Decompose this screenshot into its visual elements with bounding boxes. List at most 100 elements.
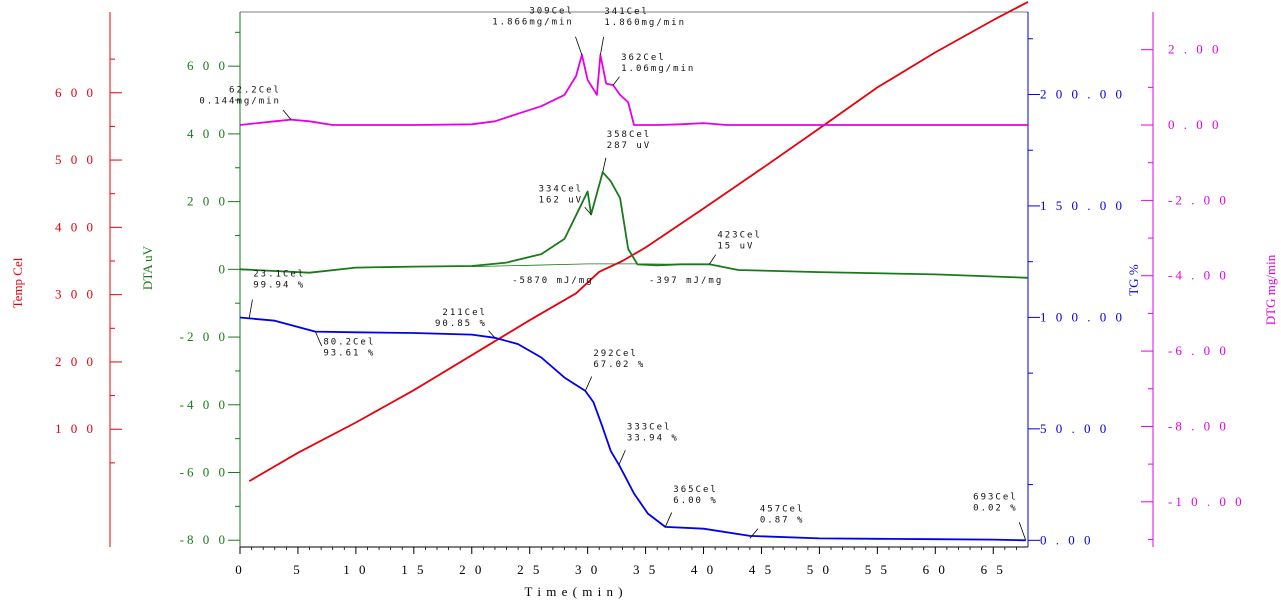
annotation-leader bbox=[282, 109, 292, 120]
annotation-text: 162 uV bbox=[539, 195, 584, 205]
dtg-tick-label: -4 . 0 0 bbox=[1168, 268, 1229, 283]
annotation-leader bbox=[612, 76, 620, 86]
tg-series-line bbox=[239, 316, 1026, 542]
dtg-tick-label: -1 0 . 0 0 bbox=[1168, 494, 1245, 509]
annotation-text: 0.87 % bbox=[760, 515, 805, 525]
x-tick-label: 4 5 bbox=[749, 562, 774, 577]
annotation-text: 23.1Cel bbox=[253, 270, 305, 280]
annotation-text: 334Cel bbox=[539, 184, 584, 194]
dta-series-line bbox=[239, 171, 1029, 279]
annotation: -397 mJ/mg bbox=[649, 276, 723, 286]
temp-tick-label: 5 0 0 bbox=[55, 152, 96, 167]
dtg-tick-label: -8 . 0 0 bbox=[1168, 418, 1229, 433]
temp-series-line bbox=[248, 1, 1029, 482]
temp-axis: 1 0 0 2 0 0 3 0 0 4 0 0 5 0 0 6 0 0 Temp Cel bbox=[10, 12, 122, 547]
tg-axis: 0 . 0 0 5 0 . 0 0 1 0 0 . 0 0 1 5 0 . 0 0 2 … bbox=[1027, 12, 1141, 547]
tg-tick-label: 5 0 . 0 0 bbox=[1040, 421, 1109, 436]
dta-tick-label: -4 0 0 bbox=[180, 397, 228, 412]
annotation-text: 457Cel bbox=[760, 504, 805, 514]
annotation-text: 1.06mg/min bbox=[621, 64, 695, 74]
x-tick-label: 1 5 bbox=[401, 562, 426, 577]
annotation-text: 33.94 % bbox=[627, 434, 679, 444]
annotation-text: 93.61 % bbox=[323, 349, 375, 359]
dta-tick-label: -6 0 0 bbox=[180, 465, 228, 480]
tg-tick-label: 1 5 0 . 0 0 bbox=[1040, 198, 1125, 213]
annotation-text: 6.00 % bbox=[673, 496, 718, 506]
dta-baseline-line bbox=[471, 263, 704, 267]
annotation-text: 365Cel bbox=[673, 485, 718, 495]
annotation-text: 362Cel bbox=[621, 53, 666, 63]
annotation-leader bbox=[664, 512, 673, 528]
annotation-leader bbox=[584, 376, 593, 392]
dta-tick-label: -8 0 0 bbox=[180, 532, 228, 547]
dta-tick-label: -2 0 0 bbox=[180, 329, 228, 344]
annotation-text: 1.860mg/min bbox=[604, 18, 686, 28]
dtg-axis: -1 0 . 0 0 -8 . 0 0 -6 . 0 0 -4 . 0 0 -2 . 0… bbox=[1141, 12, 1278, 547]
annotation-leader bbox=[584, 207, 592, 215]
dta-axis: -8 0 0 -6 0 0 -4 0 0 -2 0 0 0 2 0 0 4 0 0 6 0 0… bbox=[140, 12, 241, 547]
annotation-leader bbox=[708, 254, 717, 265]
tg-axis-label: TG % bbox=[1126, 264, 1141, 296]
annotation-text: 90.85 % bbox=[435, 319, 487, 329]
dtg-tick-label: 0 . 0 0 bbox=[1168, 117, 1222, 132]
temp-tick-label: 4 0 0 bbox=[55, 219, 96, 234]
x-tick-label: 6 0 bbox=[923, 562, 948, 577]
annotation-text: 287 uV bbox=[607, 141, 652, 151]
x-tick-label: 5 bbox=[293, 562, 303, 577]
annotation-text: 15 uV bbox=[717, 241, 754, 251]
temp-tick-label: 2 0 0 bbox=[55, 354, 96, 369]
annotation-text: 333Cel bbox=[627, 423, 672, 433]
annotation-text: 423Cel bbox=[717, 230, 762, 240]
annotation-text: 0.02 % bbox=[973, 503, 1018, 513]
annotation-text: 80.2Cel bbox=[323, 338, 375, 348]
dtg-axis-label: DTG mg/min bbox=[1263, 254, 1278, 325]
x-tick-label: 0 bbox=[235, 562, 245, 577]
tg-tick-label: 2 0 0 . 0 0 bbox=[1040, 86, 1125, 101]
dtg-tick-label: -2 . 0 0 bbox=[1168, 192, 1229, 207]
x-tick-label: 6 5 bbox=[981, 562, 1006, 577]
x-tick-label: 4 0 bbox=[691, 562, 716, 577]
dta-tick-label: 2 0 0 bbox=[187, 194, 228, 209]
annotation: -5870 mJ/mg bbox=[512, 276, 594, 286]
annotation-text: 67.02 % bbox=[593, 360, 645, 370]
annotation-text: 0.144mg/min bbox=[199, 97, 281, 107]
x-tick-label: 3 0 bbox=[575, 562, 600, 577]
annotation-text: -397 mJ/mg bbox=[649, 276, 723, 286]
x-axis-label: T i m e ( m i n ) bbox=[524, 584, 623, 599]
annotation-text: 211Cel bbox=[442, 308, 487, 318]
dta-tick-label: 0 bbox=[219, 261, 229, 276]
dtg-series-line bbox=[239, 53, 1028, 126]
x-tick-label: 2 5 bbox=[517, 562, 542, 577]
x-tick-label: 1 0 bbox=[343, 562, 368, 577]
x-tick-label: 5 0 bbox=[807, 562, 832, 577]
annotation-text: 292Cel bbox=[593, 349, 638, 359]
annotation-leader bbox=[248, 299, 253, 318]
annotation-text: -5870 mJ/mg bbox=[512, 276, 594, 286]
temp-tick-label: 1 0 0 bbox=[55, 421, 96, 436]
tg-tick-label: 0 . 0 0 bbox=[1040, 532, 1094, 547]
x-tick-label: 2 0 bbox=[459, 562, 484, 577]
x-axis: 0 5 1 0 1 5 2 0 2 5 3 0 3 5 4 0 4 5 5 0 5 5 6 0 6 5 bbox=[235, 547, 1017, 577]
tg-tick-label: 1 0 0 . 0 0 bbox=[1040, 309, 1125, 324]
temp-tick-label: 6 0 0 bbox=[55, 85, 96, 100]
annotation-text: 1.866mg/min bbox=[492, 18, 574, 28]
dta-tick-label: 6 0 0 bbox=[187, 58, 228, 73]
annotation-leader bbox=[602, 157, 607, 173]
annotation-leader bbox=[314, 331, 323, 347]
annotation-leader bbox=[575, 36, 583, 55]
dta-tick-label: 4 0 0 bbox=[187, 126, 228, 141]
annotation-leader bbox=[1018, 522, 1027, 541]
